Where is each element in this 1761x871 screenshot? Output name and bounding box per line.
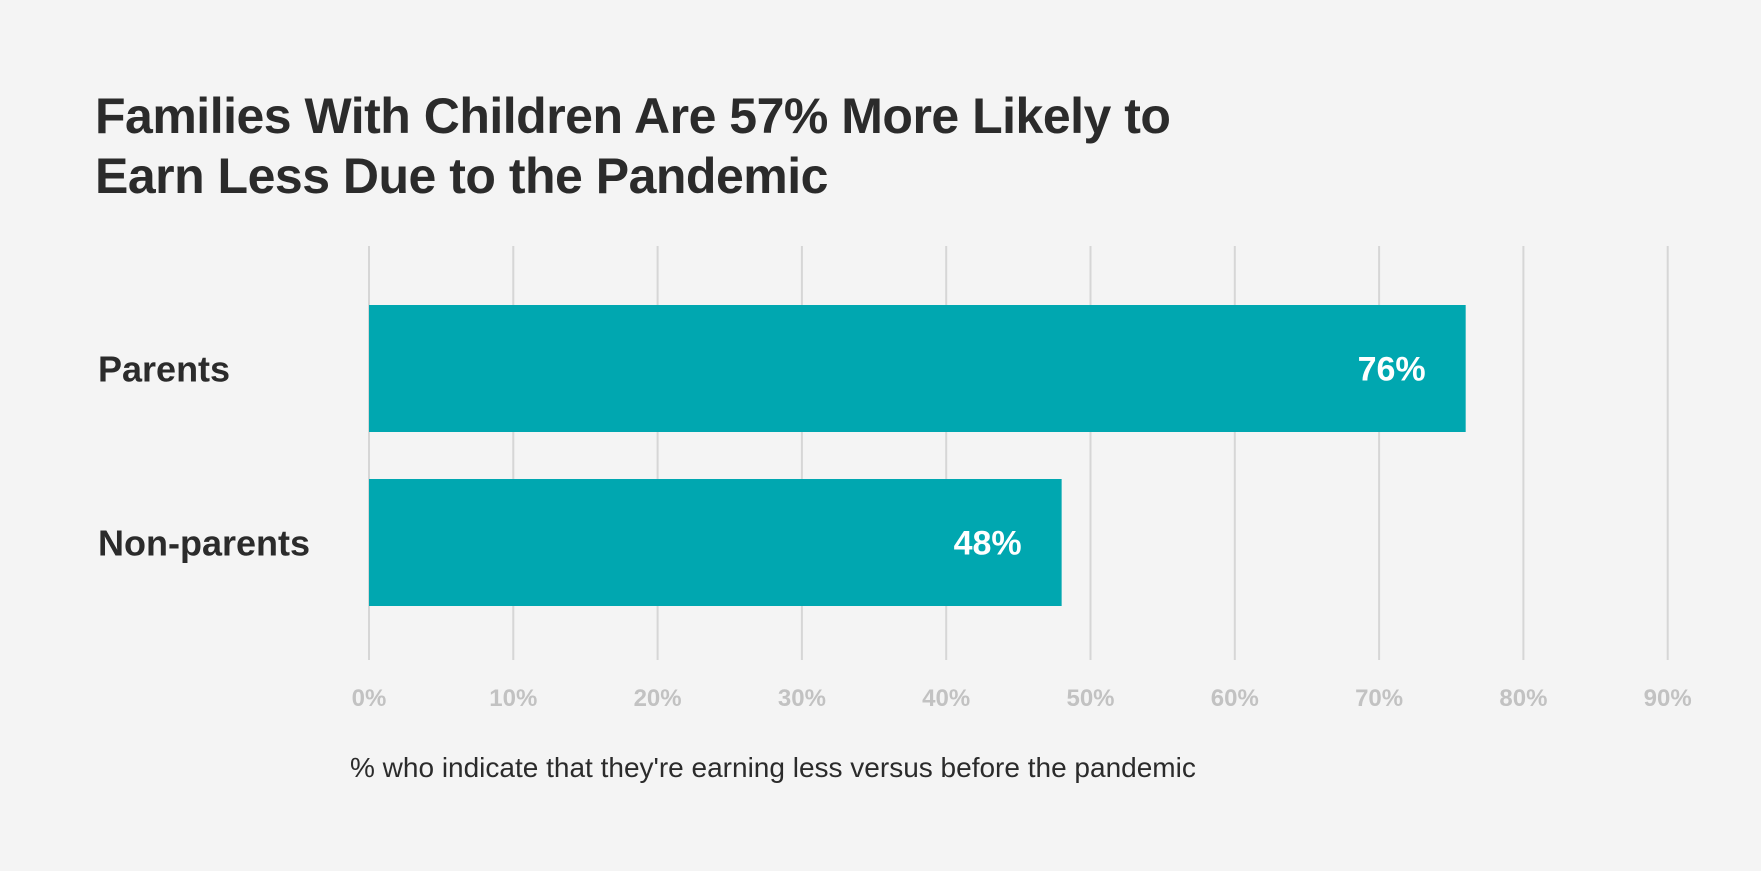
category-label: Non-parents <box>98 523 310 564</box>
bar-non-parents <box>369 479 1062 606</box>
chart-title: Families With Children Are 57% More Like… <box>95 86 1495 206</box>
x-tick-label: 30% <box>778 685 826 712</box>
x-tick-label: 40% <box>922 685 970 712</box>
x-tick-label: 50% <box>1066 685 1114 712</box>
x-tick-label: 70% <box>1355 685 1403 712</box>
chart-title-line-1: Families With Children Are 57% More Like… <box>95 88 1171 144</box>
axis-caption: % who indicate that they're earning less… <box>350 752 1196 783</box>
chart-title-line-2: Earn Less Due to the Pandemic <box>95 148 828 204</box>
x-tick-label: 10% <box>489 685 537 712</box>
category-label: Parents <box>98 349 230 390</box>
labels: 0% 10% 20% 30% 40% 50% 60% 70% 80% 90% 76% Parents 4… <box>98 349 1692 713</box>
x-tick-label: 60% <box>1211 685 1259 712</box>
x-tick-label: 80% <box>1499 685 1547 712</box>
data-label: 76% <box>1358 351 1426 389</box>
data-label: 48% <box>954 525 1022 563</box>
x-tick-label: 90% <box>1644 685 1692 712</box>
x-tick-label: 20% <box>634 685 682 712</box>
bars <box>369 305 1466 606</box>
x-tick-label: 0% <box>352 685 387 712</box>
bar-parents <box>369 305 1466 432</box>
